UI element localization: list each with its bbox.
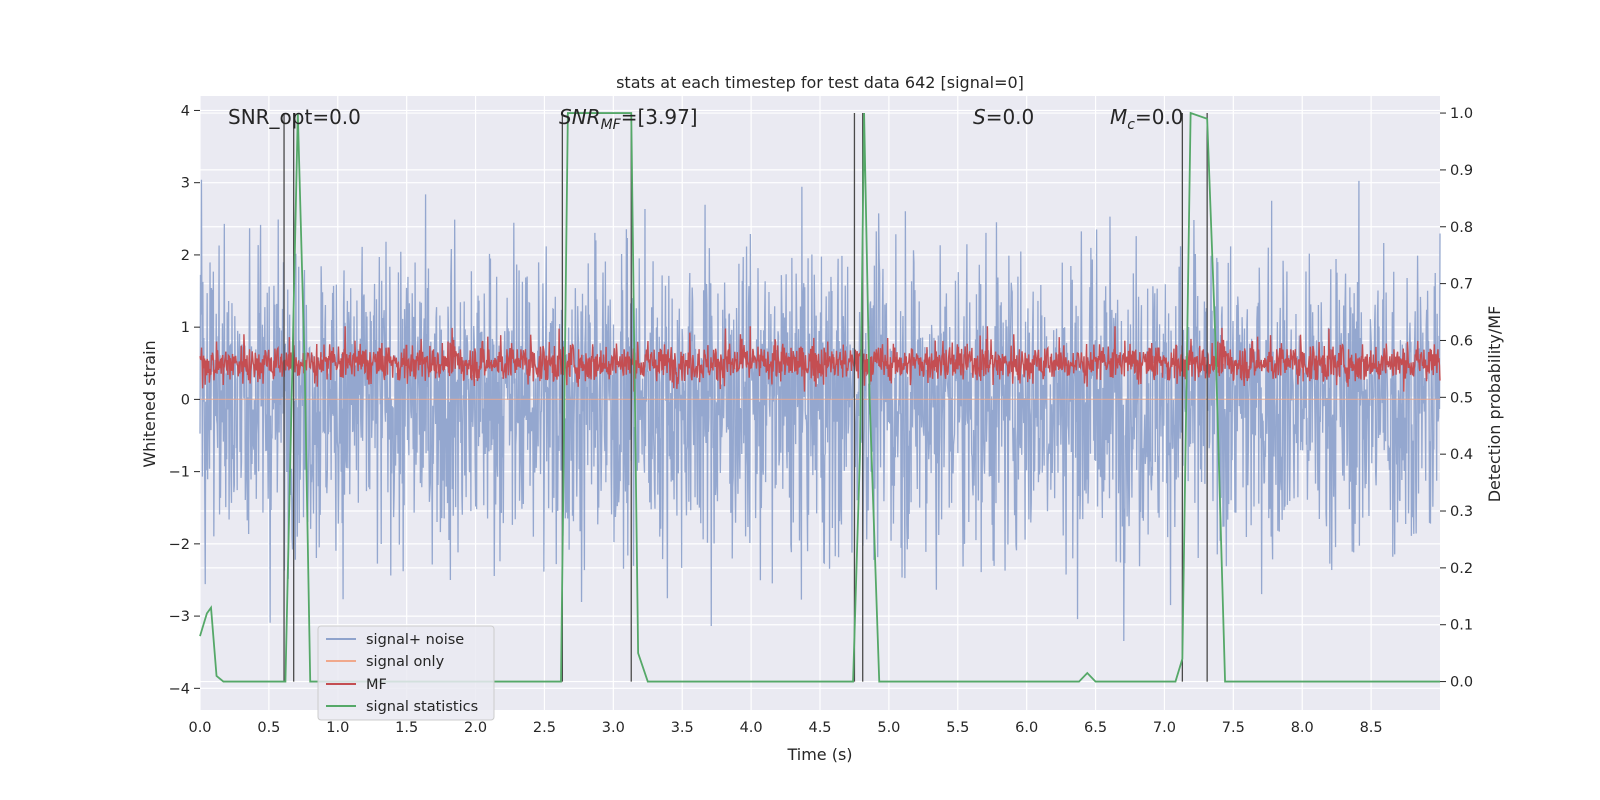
y-right-tick-label: 1.0: [1450, 106, 1473, 122]
x-tick-label: 3.0: [602, 720, 625, 736]
annotation-mc-subscript: c: [1127, 117, 1135, 133]
y-right-tick-label: 0.3: [1450, 504, 1473, 520]
legend-box: [317, 625, 495, 721]
y-right-tick-label: 0.0: [1450, 675, 1473, 691]
y-right-tick-label: 0.6: [1450, 333, 1473, 349]
legend: signal+ noise signal only MF signal stat…: [317, 625, 495, 721]
x-tick-label: 6.0: [1015, 720, 1038, 736]
y-axis-left-label: Whitened strain: [140, 340, 159, 467]
y-right-tick-label: 0.5: [1450, 390, 1473, 406]
annotation-snr-mf-symbol: SNR: [559, 105, 601, 129]
legend-label-mf: MF: [366, 677, 387, 693]
x-tick-label: 2.0: [464, 720, 487, 736]
x-tick-label: 7.0: [1153, 720, 1176, 736]
x-tick-label: 8.0: [1291, 720, 1314, 736]
axis-ticks: 0.0 0.5 1.0 1.5 2.0 2.5 3.0 3.5 4.0 4.5 5.0 5.5 6.0 6…: [169, 103, 1473, 736]
annotation-mc-symbol: M: [1110, 105, 1127, 129]
y-left-tick-label: 3: [181, 176, 190, 192]
x-tick-label: 1.0: [326, 720, 349, 736]
annotation-s: S=0.0: [973, 105, 1034, 129]
x-tick-label: 6.5: [1084, 720, 1107, 736]
y-right-tick-label: 0.8: [1450, 220, 1473, 236]
x-tick-label: 0.5: [257, 720, 280, 736]
x-tick-label: 3.5: [671, 720, 694, 736]
annotation-snr-mf-value: =[3.97]: [621, 105, 698, 129]
x-tick-label: 4.0: [740, 720, 763, 736]
annotation-snr-opt: SNR_opt=0.0: [228, 105, 361, 129]
y-right-tick-label: 0.1: [1450, 618, 1473, 634]
annotation-mc: Mc=0.0: [1110, 105, 1184, 133]
y-right-tick-label: 0.4: [1450, 447, 1473, 463]
x-tick-label: 5.0: [877, 720, 900, 736]
legend-label-signal-statistics: signal statistics: [366, 699, 478, 715]
x-tick-label: 8.5: [1360, 720, 1383, 736]
y-left-tick-label: 1: [181, 320, 190, 336]
y-right-tick-label: 0.9: [1450, 163, 1473, 179]
legend-label-signal-noise: signal+ noise: [366, 632, 464, 648]
x-axis-label: Time (s): [786, 745, 852, 764]
mf-series: [199, 326, 1441, 392]
annotation-s-symbol: S: [973, 105, 986, 129]
y-axis-right-label: Detection probability/MF: [1485, 306, 1504, 503]
series-line-mf: [199, 326, 1441, 392]
annotation-snr-mf: SNRMF=[3.97]: [559, 105, 698, 133]
x-tick-label: 1.5: [395, 720, 418, 736]
annotation-mc-value: =0.0: [1135, 105, 1184, 129]
y-left-tick-label: −1: [169, 465, 190, 481]
chart-title: stats at each timestep for test data 642…: [616, 73, 1024, 92]
x-tick-label: 0.0: [188, 720, 211, 736]
x-tick-label: 7.5: [1222, 720, 1245, 736]
y-left-tick-label: 2: [181, 248, 190, 264]
y-right-tick-label: 0.2: [1450, 561, 1473, 577]
y-right-tick-label: 0.7: [1450, 277, 1473, 293]
annotation-snr-mf-subscript: MF: [601, 117, 622, 133]
y-left-tick-label: 4: [181, 103, 190, 119]
y-left-tick-label: −4: [169, 681, 190, 697]
y-left-tick-label: 0: [181, 392, 190, 408]
signal-statistics-series: [199, 111, 1440, 683]
legend-label-signal-only: signal only: [366, 654, 445, 670]
x-tick-label: 5.5: [946, 720, 969, 736]
annotation-s-value: =0.0: [986, 105, 1035, 129]
series-line-signal-statistics: [199, 111, 1440, 683]
x-tick-label: 4.5: [808, 720, 831, 736]
x-tick-label: 2.5: [533, 720, 556, 736]
y-left-tick-label: −2: [169, 537, 190, 553]
y-left-tick-label: −3: [169, 609, 190, 625]
